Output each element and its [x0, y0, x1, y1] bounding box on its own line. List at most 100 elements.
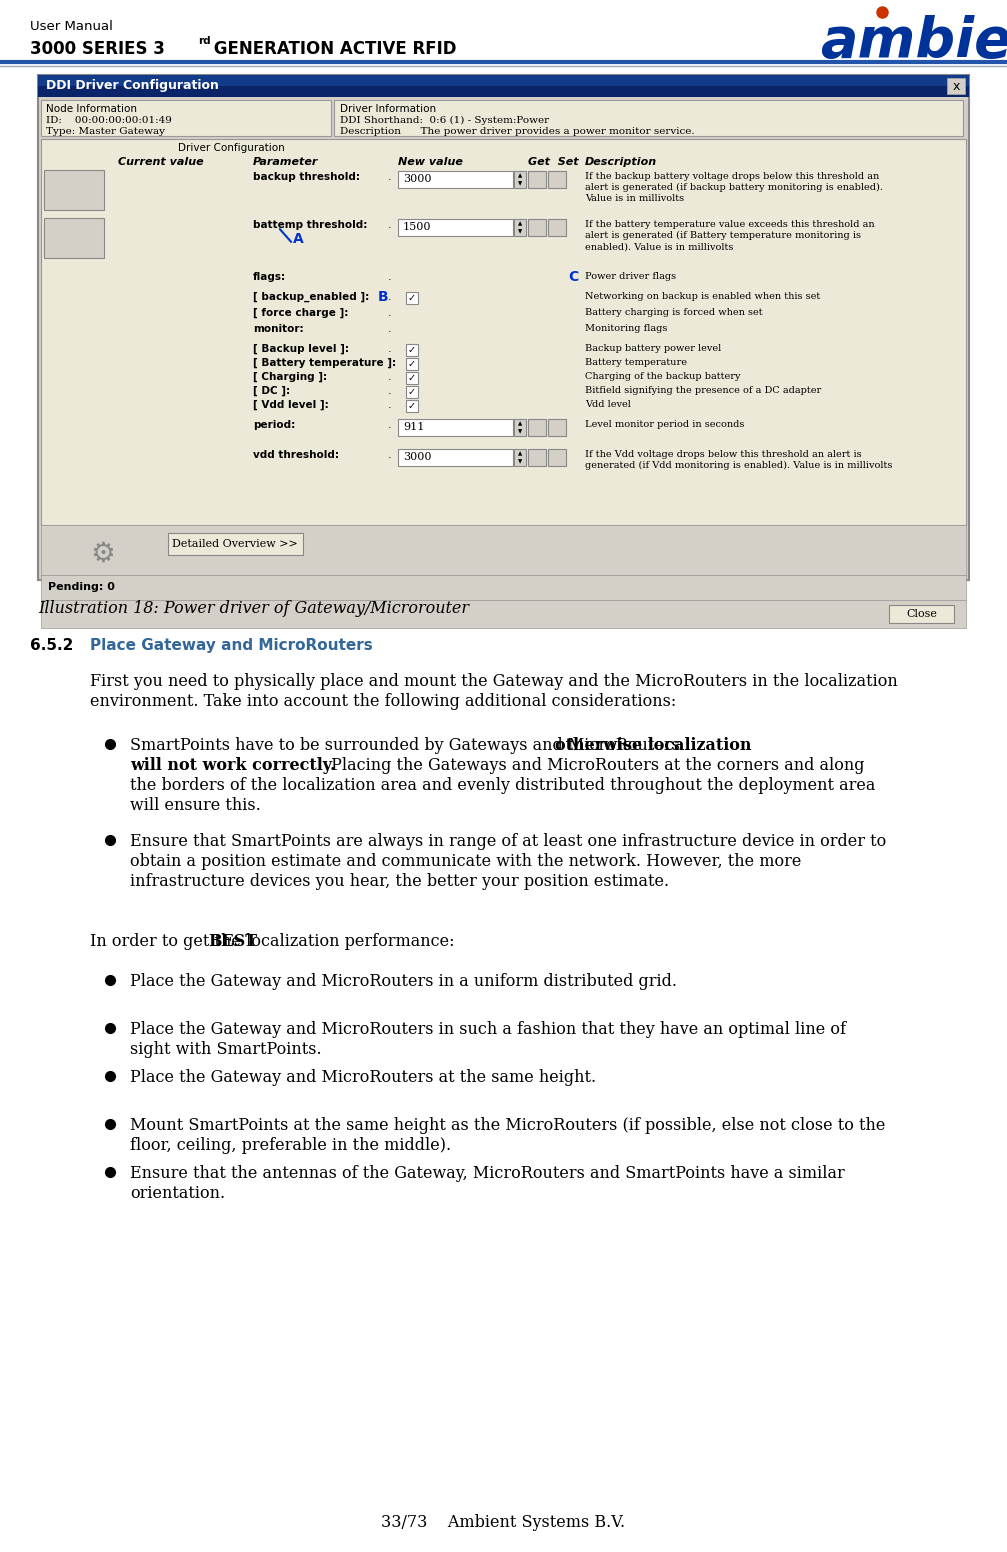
Bar: [398, 449, 513, 466]
Text: 6.5.2: 6.5.2: [30, 638, 74, 653]
Text: Placing the Gateways and MicroRouters at the corners and along: Placing the Gateways and MicroRouters at…: [326, 757, 864, 774]
Text: will not work correctly.: will not work correctly.: [130, 757, 335, 774]
Text: DDI Shorthand:  0:6 (1) - System:Power: DDI Shorthand: 0:6 (1) - System:Power: [340, 116, 549, 126]
Bar: [44, 217, 104, 258]
Bar: [528, 449, 546, 466]
Text: Level monitor period in seconds: Level monitor period in seconds: [585, 421, 744, 428]
Text: infrastructure devices you hear, the better your position estimate.: infrastructure devices you hear, the bet…: [130, 872, 669, 889]
Bar: [44, 171, 104, 210]
Text: Parameter: Parameter: [253, 157, 318, 168]
Text: Networking on backup is enabled when this set: Networking on backup is enabled when thi…: [585, 292, 821, 301]
Text: If the backup battery voltage drops below this threshold an
alert is generated (: If the backup battery voltage drops belo…: [585, 172, 883, 203]
Text: Mount SmartPoints at the same height as the MicroRouters (if possible, else not : Mount SmartPoints at the same height as …: [130, 1117, 885, 1135]
Text: 3000: 3000: [403, 452, 432, 462]
Text: Bitfield signifying the presence of a DC adapter: Bitfield signifying the presence of a DC…: [585, 386, 822, 396]
Text: .: .: [388, 421, 392, 430]
Text: A: A: [293, 231, 304, 247]
Text: Description: Description: [585, 157, 658, 168]
Text: If the Vdd voltage drops below this threshold an alert is
generated (if Vdd moni: If the Vdd voltage drops below this thre…: [585, 450, 892, 470]
Text: ✓: ✓: [408, 400, 416, 411]
Text: 33/73    Ambient Systems B.V.: 33/73 Ambient Systems B.V.: [382, 1515, 625, 1530]
Text: backup threshold:: backup threshold:: [253, 172, 359, 182]
Text: Battery charging is forced when set: Battery charging is forced when set: [585, 307, 762, 317]
Text: First you need to physically place and mount the Gateway and the MicroRouters in: First you need to physically place and m…: [90, 674, 898, 691]
Bar: [406, 400, 418, 411]
Text: period:: period:: [253, 421, 295, 430]
Text: ✓: ✓: [408, 386, 416, 397]
Text: ✓: ✓: [408, 293, 416, 303]
Text: Place the Gateway and MicroRouters in such a fashion that they have an optimal l: Place the Gateway and MicroRouters in su…: [130, 1021, 846, 1038]
Bar: [398, 219, 513, 236]
Text: [ Charging ]:: [ Charging ]:: [253, 372, 327, 382]
Text: orientation.: orientation.: [130, 1186, 226, 1201]
Text: Detailed Overview >>: Detailed Overview >>: [172, 539, 298, 549]
Bar: [406, 386, 418, 397]
Bar: [889, 605, 954, 622]
Text: Type: Master Gateway: Type: Master Gateway: [46, 127, 165, 137]
Text: Driver Configuration: Driver Configuration: [178, 143, 285, 154]
Text: sight with SmartPoints.: sight with SmartPoints.: [130, 1041, 321, 1058]
Text: C: C: [568, 270, 578, 284]
Text: otherwise localization: otherwise localization: [555, 737, 751, 754]
Text: ✓: ✓: [408, 359, 416, 369]
Bar: [514, 171, 526, 188]
Bar: [334, 99, 963, 137]
Text: [ Backup level ]:: [ Backup level ]:: [253, 345, 349, 354]
Text: Vdd level: Vdd level: [585, 400, 630, 410]
Text: Pending: 0: Pending: 0: [48, 582, 115, 591]
Text: 911: 911: [403, 422, 424, 431]
Text: environment. Take into account the following additional considerations:: environment. Take into account the follo…: [90, 694, 677, 709]
Bar: [398, 171, 513, 188]
Bar: [548, 171, 566, 188]
Bar: [514, 449, 526, 466]
Text: obtain a position estimate and communicate with the network. However, the more: obtain a position estimate and communica…: [130, 854, 802, 871]
Bar: [41, 99, 331, 137]
Bar: [398, 419, 513, 436]
Text: 3000: 3000: [403, 174, 432, 185]
Text: .: .: [388, 359, 392, 368]
Text: Close: Close: [906, 608, 938, 619]
Text: ambient: ambient: [820, 16, 1007, 68]
Text: Monitoring flags: Monitoring flags: [585, 324, 668, 334]
Text: ▼: ▼: [518, 182, 522, 186]
Text: Battery temperature: Battery temperature: [585, 359, 687, 366]
Text: Backup battery power level: Backup battery power level: [585, 345, 721, 352]
Text: .: .: [388, 372, 392, 382]
Text: monitor:: monitor:: [253, 324, 304, 334]
Text: ▲: ▲: [518, 222, 522, 227]
Text: SmartPoints have to be surrounded by Gateways and MicroRouters: SmartPoints have to be surrounded by Gat…: [130, 737, 685, 754]
Text: [ DC ]:: [ DC ]:: [253, 386, 290, 396]
Text: ▼: ▼: [518, 230, 522, 234]
Text: .: .: [388, 450, 392, 459]
Bar: [38, 74, 969, 580]
Text: Driver Information: Driver Information: [340, 104, 436, 113]
Bar: [947, 78, 965, 95]
Bar: [406, 372, 418, 383]
Bar: [548, 449, 566, 466]
Text: .: .: [388, 345, 392, 354]
Text: GENERATION ACTIVE RFID: GENERATION ACTIVE RFID: [208, 40, 456, 57]
Bar: [548, 219, 566, 236]
Text: ▲: ▲: [518, 174, 522, 178]
Bar: [406, 292, 418, 304]
Bar: [38, 74, 969, 85]
Text: x: x: [953, 79, 960, 93]
Bar: [38, 74, 969, 96]
Text: Place Gateway and MicroRouters: Place Gateway and MicroRouters: [90, 638, 373, 653]
Text: .: .: [388, 386, 392, 396]
Text: Ensure that SmartPoints are always in range of at least one infrastructure devic: Ensure that SmartPoints are always in ra…: [130, 833, 886, 850]
Text: [ force charge ]:: [ force charge ]:: [253, 307, 348, 318]
Text: ▲: ▲: [518, 452, 522, 456]
Text: Node Information: Node Information: [46, 104, 137, 113]
Bar: [168, 532, 303, 556]
Text: User Manual: User Manual: [30, 20, 113, 33]
Text: Ensure that the antennas of the Gateway, MicroRouters and SmartPoints have a sim: Ensure that the antennas of the Gateway,…: [130, 1166, 845, 1183]
Text: ✓: ✓: [408, 372, 416, 383]
Text: .: .: [388, 400, 392, 410]
Text: .: .: [388, 172, 392, 182]
Bar: [41, 140, 966, 525]
Text: the borders of the localization area and evenly distributed throughout the deplo: the borders of the localization area and…: [130, 778, 875, 795]
Bar: [548, 419, 566, 436]
Bar: [41, 574, 966, 601]
Text: .: .: [388, 292, 392, 303]
